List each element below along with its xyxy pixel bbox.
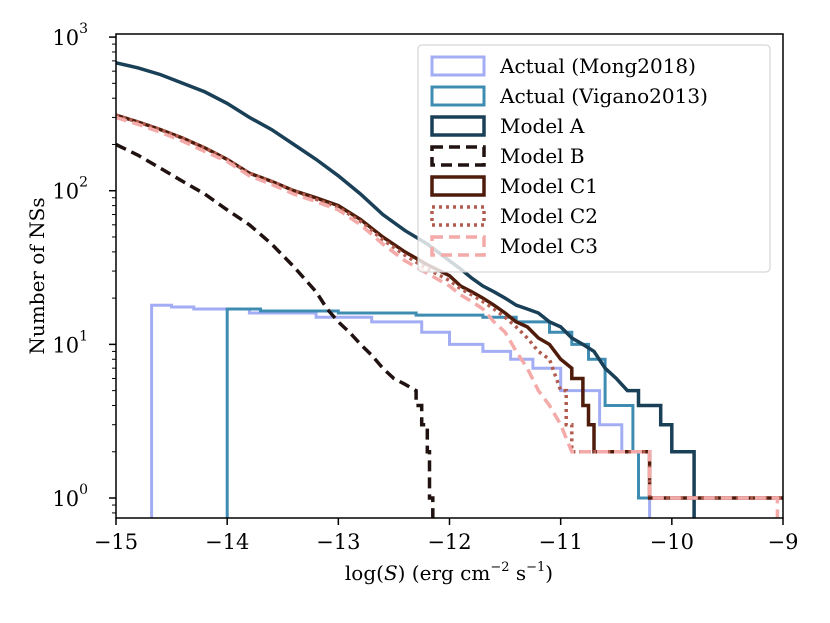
legend-label-4: Model B bbox=[500, 144, 585, 168]
legend-label-5: Model C1 bbox=[500, 174, 598, 198]
legend-swatch-1 bbox=[430, 55, 486, 77]
legend-swatch-7 bbox=[430, 235, 486, 257]
series-line-2 bbox=[225, 307, 696, 518]
legend-swatch-4 bbox=[430, 145, 486, 167]
x-tick-label: −13 bbox=[316, 530, 360, 554]
y-tick-label: 103 bbox=[52, 21, 88, 50]
x-tick-label: −10 bbox=[650, 530, 694, 554]
x-tick-label: −12 bbox=[427, 530, 471, 554]
series-line-1 bbox=[150, 303, 652, 518]
x-tick-label: −14 bbox=[205, 530, 249, 554]
series-layer bbox=[116, 61, 783, 518]
legend: Actual (Mong2018) Actual (Vigano2013) Mode… bbox=[417, 44, 771, 273]
legend-swatch-5 bbox=[430, 175, 486, 197]
legend-label-1: Actual (Mong2018) bbox=[499, 54, 696, 78]
legend-swatch-2 bbox=[430, 85, 486, 107]
y-tick-label: 102 bbox=[52, 175, 88, 204]
legend-label-7: Model C3 bbox=[500, 234, 598, 258]
y-axis: 100 101 102 103 bbox=[52, 21, 116, 514]
legend-label-3: Model A bbox=[500, 114, 585, 138]
x-axis: −15 −14 −13 −12 −11 −10 −9 bbox=[94, 518, 799, 554]
series-line-4 bbox=[116, 142, 435, 518]
series-line-6 bbox=[116, 113, 783, 500]
series-line-5 bbox=[116, 113, 783, 500]
y-tick-label: 100 bbox=[52, 482, 88, 511]
legend-frame bbox=[417, 44, 771, 273]
y-axis-label: Number of NSs bbox=[25, 197, 49, 354]
legend-swatch-3 bbox=[430, 115, 486, 137]
x-tick-label: −15 bbox=[94, 530, 138, 554]
series-line-3 bbox=[116, 61, 696, 518]
x-tick-label: −11 bbox=[539, 530, 583, 554]
x-tick-label: −9 bbox=[768, 530, 799, 554]
y-tick-label: 101 bbox=[52, 328, 88, 357]
legend-label-2: Actual (Vigano2013) bbox=[499, 84, 708, 108]
series-line-7 bbox=[116, 115, 780, 518]
legend-label-6: Model C2 bbox=[500, 204, 598, 228]
x-axis-label: log(S) (erg cm−2 s−1) bbox=[345, 560, 553, 585]
